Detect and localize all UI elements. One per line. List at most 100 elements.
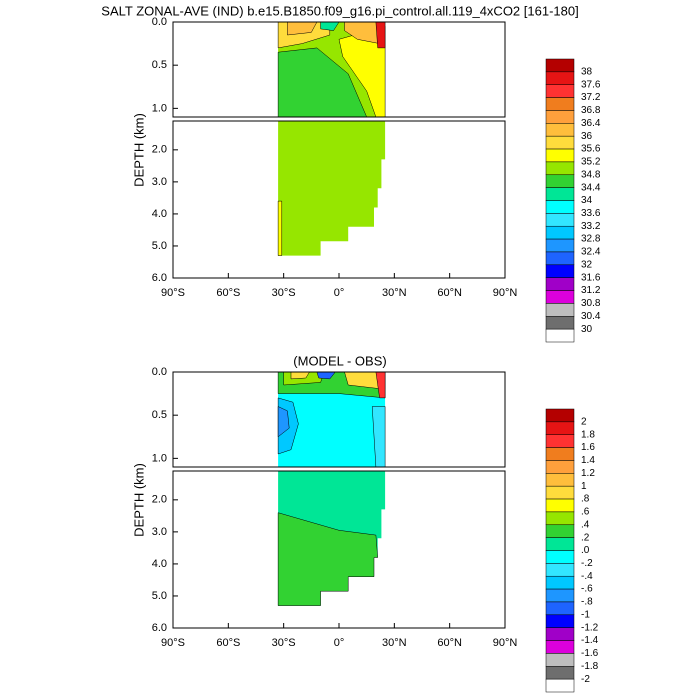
- colorbar-label: 35.2: [581, 157, 601, 168]
- colorbar-label: 37.2: [581, 92, 601, 103]
- plot-frame: [172, 21, 506, 118]
- contour-region: [277, 406, 290, 438]
- colorbar-label: .0: [581, 545, 590, 556]
- colorbar-swatch: [545, 110, 575, 124]
- colorbar-swatch: [545, 238, 575, 253]
- colorbar-label: 37.6: [581, 79, 601, 90]
- colorbar-label: 32.8: [581, 234, 601, 245]
- colorbar-label: 30.4: [581, 311, 601, 322]
- y-tick-label: 3.0: [152, 526, 167, 538]
- colorbar-label: -1: [581, 609, 590, 620]
- x-tick-label: 0°: [334, 287, 345, 299]
- colorbar-swatch: [545, 575, 575, 590]
- x-tick-label: 60°N: [437, 637, 462, 649]
- colorbar-label: .8: [581, 494, 590, 505]
- x-tick-label: 30°N: [382, 637, 407, 649]
- y-axis-label: DEPTH (km): [131, 113, 146, 187]
- y-tick-label: 1.0: [152, 452, 167, 464]
- plot-frame: [172, 371, 506, 468]
- colorbar-label: 34.4: [581, 182, 601, 193]
- colorbar-label: -.2: [581, 558, 593, 569]
- colorbar-label: 2: [581, 417, 587, 428]
- colorbar-swatch: [545, 251, 575, 266]
- x-tick-label: 60°S: [216, 637, 240, 649]
- colorbar-swatch: [545, 537, 575, 551]
- colorbar-label: -.4: [581, 571, 593, 582]
- colorbar-swatch: [545, 563, 575, 577]
- y-tick-label: 6.0: [152, 272, 167, 284]
- colorbar-swatch: [545, 511, 575, 526]
- y-axis-label: DEPTH (km): [131, 463, 146, 537]
- colorbar-label: 1.6: [581, 442, 595, 453]
- contour-region: [278, 372, 386, 467]
- y-tick-label: 4.0: [152, 558, 167, 570]
- colorbar-label: 34.8: [581, 169, 601, 180]
- y-tick-label: 5.0: [152, 240, 167, 252]
- colorbar-label: 32.4: [581, 247, 601, 258]
- colorbar-label: 31.2: [581, 285, 601, 296]
- colorbar-swatch: [545, 601, 575, 616]
- contour-region: [277, 47, 368, 118]
- y-tick-label: 2.0: [152, 144, 167, 156]
- colorbar-swatch: [545, 640, 575, 654]
- x-tick-label: 90°N: [493, 637, 518, 649]
- colorbar-swatch: [545, 187, 575, 201]
- y-tick-label: 4.0: [152, 208, 167, 220]
- x-tick-label: 90°N: [493, 287, 518, 299]
- colorbar-swatch: [545, 498, 575, 513]
- chart-title: SALT ZONAL-AVE (IND) b.e15.B1850.f09_g16…: [101, 3, 578, 18]
- colorbar-swatch: [545, 460, 575, 474]
- contour-region: [277, 512, 378, 606]
- colorbar-label: 1: [581, 481, 587, 492]
- colorbar-label: -2: [581, 674, 590, 685]
- colorbar-swatch: [545, 84, 575, 98]
- colorbar-swatch: [545, 653, 575, 667]
- colorbar-swatch: [545, 408, 575, 423]
- colorbar-swatch: [545, 135, 575, 150]
- y-tick-label: 1.0: [152, 102, 167, 114]
- y-tick-label: 2.0: [152, 494, 167, 506]
- colorbar-label: 35.6: [581, 144, 601, 155]
- colorbar-swatch: [545, 316, 575, 330]
- colorbar-swatch: [545, 627, 575, 641]
- colorbar-label: 34: [581, 195, 593, 206]
- y-tick-label: 0.5: [152, 409, 167, 421]
- colorbar-label: -1.8: [581, 661, 599, 672]
- colorbar-swatch: [545, 161, 575, 176]
- colorbar-swatch: [545, 485, 575, 500]
- colorbar-swatch: [545, 174, 575, 188]
- colorbar-label: -1.2: [581, 622, 599, 633]
- x-tick-label: 30°N: [382, 287, 407, 299]
- x-tick-label: 0°: [334, 637, 345, 649]
- y-tick-label: 3.0: [152, 176, 167, 188]
- chart-title: (MODEL - OBS): [293, 353, 386, 368]
- colorbar-swatch: [545, 277, 575, 291]
- colorbar-swatch: [545, 434, 575, 448]
- y-tick-label: 0.5: [152, 59, 167, 71]
- colorbar-swatch: [545, 588, 575, 603]
- colorbar-label: 36.8: [581, 105, 601, 116]
- x-tick-label: 90°S: [161, 637, 185, 649]
- contour-region: [278, 121, 386, 256]
- colorbar-swatch: [545, 148, 575, 163]
- colorbar-label: 1.2: [581, 468, 595, 479]
- colorbar-swatch: [545, 200, 575, 214]
- colorbar-label: .2: [581, 532, 590, 543]
- colorbar-swatch: [545, 290, 575, 304]
- colorbar-label: 32: [581, 259, 593, 270]
- colorbar-swatch: [545, 97, 575, 111]
- colorbar-label: 38: [581, 67, 593, 78]
- colorbar-swatch: [545, 666, 575, 680]
- x-tick-label: 90°S: [161, 287, 185, 299]
- colorbar-label: 36: [581, 131, 593, 142]
- colorbar-swatch: [545, 58, 575, 73]
- colorbar-swatch: [545, 550, 575, 564]
- colorbar-label: 33.2: [581, 221, 601, 232]
- colorbar-swatch: [545, 421, 575, 435]
- colorbar-label: 1.8: [581, 429, 595, 440]
- colorbar-swatch: [545, 447, 575, 461]
- colorbar-label: -.6: [581, 584, 593, 595]
- y-tick-label: 0.0: [152, 366, 167, 378]
- colorbar-label: 30: [581, 324, 593, 335]
- x-tick-label: 60°N: [437, 287, 462, 299]
